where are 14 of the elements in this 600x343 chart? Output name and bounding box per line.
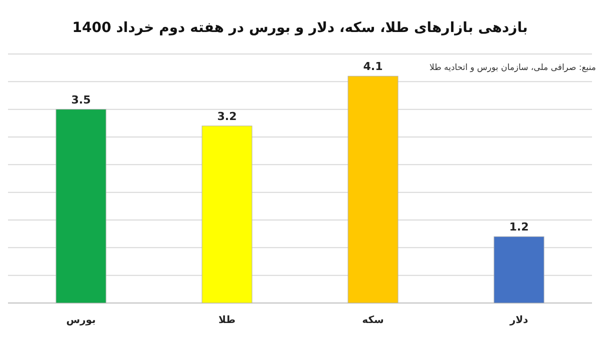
bar	[348, 76, 398, 304]
bar	[202, 126, 252, 304]
x-tick-label: سکه	[362, 315, 384, 326]
bar	[494, 236, 544, 304]
x-tick-label: طلا	[218, 315, 236, 326]
x-tick-label: دلار	[508, 315, 528, 326]
chart-title: بازدهی بازارهای طلا، سکه، دلار و بورس در هفته دوم خرداد 1400	[72, 20, 528, 36]
data-label: 4.1	[363, 60, 383, 74]
x-tick-label: بورس	[66, 315, 96, 326]
bar	[56, 109, 106, 304]
data-label: 3.5	[71, 93, 91, 106]
annotation: منبع: صرافی ملی، سازمان بورس و اتحادیه طلا	[430, 63, 596, 73]
data-label: 3.2	[217, 110, 237, 123]
data-label: 1.2	[509, 220, 529, 234]
